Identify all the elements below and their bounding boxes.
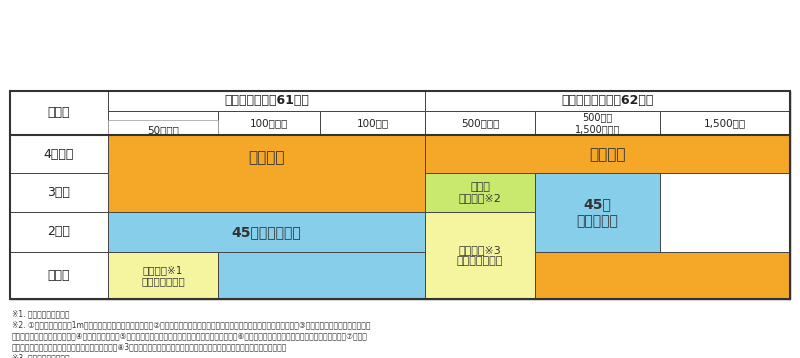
Bar <box>218 252 425 299</box>
Bar <box>108 120 218 135</box>
Bar <box>10 91 790 299</box>
Bar <box>425 135 790 173</box>
Text: 4階以上: 4階以上 <box>44 148 74 161</box>
Text: 1,500㎡超: 1,500㎡超 <box>704 118 746 128</box>
Text: 防火構造※3
（外壁・軒裏）: 防火構造※3 （外壁・軒裏） <box>457 245 503 266</box>
Bar <box>10 173 108 212</box>
Text: 燃え抜けが生じない構造、④軒裏を防火構造、⑤柱・はりが一定以上の小径、又は防火上有効に被覆、⑥床・床の直下の天井は燃え抜けが生じない構造、⑦屋根・: 燃え抜けが生じない構造、④軒裏を防火構造、⑤柱・はりが一定以上の小径、又は防火上… <box>12 332 368 340</box>
Bar <box>535 173 660 252</box>
Bar <box>425 91 790 111</box>
Text: 準防火地域（法第62条）: 準防火地域（法第62条） <box>562 94 654 107</box>
Text: 500㎡以下: 500㎡以下 <box>461 118 499 128</box>
Text: 100㎡以下: 100㎡以下 <box>250 118 288 128</box>
Bar <box>108 252 218 299</box>
Text: 防火地域（法第61条）: 防火地域（法第61条） <box>224 94 309 107</box>
Bar <box>535 252 790 299</box>
Bar <box>218 111 320 135</box>
Bar <box>108 212 425 252</box>
Text: 一定の
防火措置※2: 一定の 防火措置※2 <box>458 182 502 203</box>
Bar <box>10 91 108 135</box>
Text: 45分
準耐火構造: 45分 準耐火構造 <box>577 198 618 228</box>
Bar <box>108 135 425 212</box>
Text: 2階建: 2階建 <box>47 226 70 238</box>
Bar <box>10 135 108 173</box>
Bar <box>660 111 790 135</box>
Text: 防火構造※1
（外壁・軒裏）: 防火構造※1 （外壁・軒裏） <box>141 265 185 286</box>
Text: 耐火構造: 耐火構造 <box>248 151 285 165</box>
Bar <box>108 91 425 111</box>
Bar <box>10 252 108 299</box>
Bar <box>425 173 535 212</box>
Bar <box>425 212 535 299</box>
Bar <box>10 91 790 299</box>
Bar <box>10 212 108 252</box>
Bar <box>425 111 535 135</box>
Bar <box>108 111 218 135</box>
Text: 耐火構造: 耐火構造 <box>590 147 626 162</box>
Text: 屋根の直下の天井は燃え抜けが生じない構造、⑧3階の室の部分とそれ以外の部分とを間仕切壁又は戸で区画することが必要。: 屋根の直下の天井は燃え抜けが生じない構造、⑧3階の室の部分とそれ以外の部分とを間… <box>12 343 287 352</box>
Text: ※3. 木造建築物の場合。: ※3. 木造建築物の場合。 <box>12 354 70 358</box>
Text: ※1. 附属建築物の場合。: ※1. 附属建築物の場合。 <box>12 309 70 318</box>
Text: 45分準耐火構造: 45分準耐火構造 <box>232 225 302 239</box>
Text: 階　数: 階 数 <box>48 106 70 119</box>
Text: 3階建: 3階建 <box>47 186 70 199</box>
Text: 平屋建: 平屋建 <box>48 269 70 282</box>
Bar <box>535 111 660 135</box>
Text: 50㎡以下: 50㎡以下 <box>147 125 179 135</box>
Text: 500㎡超
1,500㎡以下: 500㎡超 1,500㎡以下 <box>575 112 620 134</box>
Text: ※2. ①隣地境界線等から1m以内の外壁の開口部に防火設備、②外壁の開口部の面積は隣地境界線等からの距離に応じた数値以下、③外壁を防火構造とし屋内側から: ※2. ①隣地境界線等から1m以内の外壁の開口部に防火設備、②外壁の開口部の面積… <box>12 320 370 329</box>
Text: 100㎡超: 100㎡超 <box>357 118 389 128</box>
Bar <box>320 111 425 135</box>
